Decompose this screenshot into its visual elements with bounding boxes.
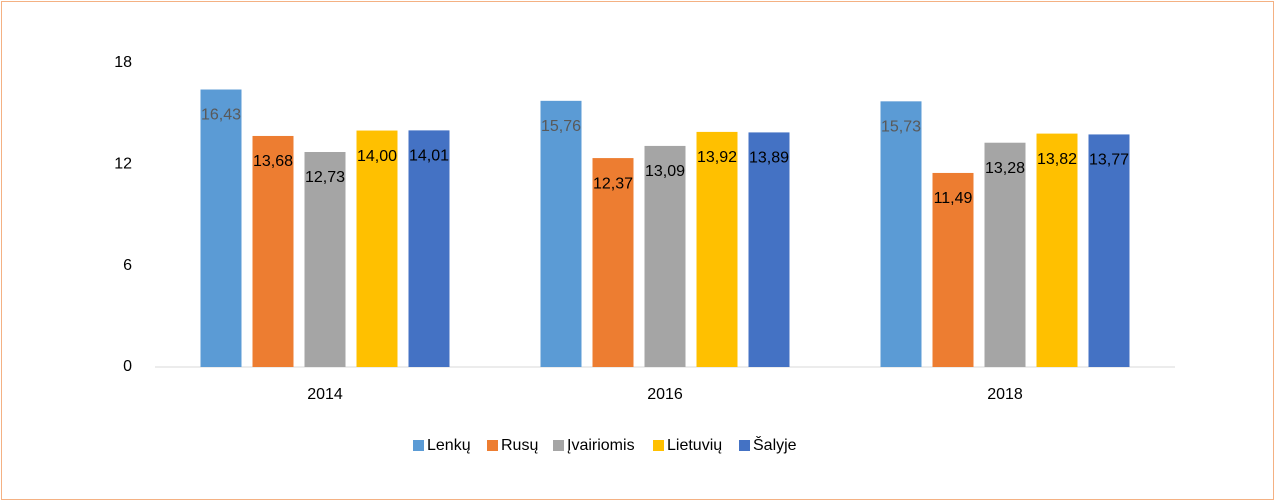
- data-label: 11,49: [934, 190, 973, 207]
- bar: [932, 172, 974, 367]
- y-tick-label: 0: [123, 358, 132, 375]
- legend-label: Lenkų: [427, 437, 471, 454]
- data-label: 15,76: [541, 118, 581, 135]
- legend-swatch: [553, 440, 564, 451]
- legend-swatch: [653, 440, 664, 451]
- y-tick-label: 6: [123, 257, 132, 274]
- bar: [696, 131, 738, 367]
- legend-swatch: [413, 440, 424, 451]
- data-label: 14,00: [357, 148, 397, 165]
- data-label: 16,43: [201, 107, 241, 124]
- legend-label: Rusų: [501, 437, 538, 454]
- legend-swatch: [739, 440, 750, 451]
- bar: [200, 89, 242, 367]
- legend-label: Šalyje: [753, 435, 797, 454]
- legend-swatch: [487, 440, 498, 451]
- data-label: 13,92: [697, 149, 737, 166]
- data-label: 13,09: [645, 163, 685, 180]
- x-tick-label: 2014: [307, 386, 343, 403]
- bar: [408, 130, 450, 367]
- bar: [540, 100, 582, 367]
- y-tick-label: 18: [114, 54, 132, 71]
- bar: [748, 132, 790, 367]
- data-label: 15,73: [881, 119, 921, 136]
- bar: [252, 135, 294, 367]
- bar: [592, 158, 634, 367]
- bar: [984, 142, 1026, 367]
- y-tick-label: 12: [114, 156, 132, 173]
- bar: [644, 145, 686, 367]
- legend-label: Lietuvių: [667, 437, 722, 454]
- data-label: 12,37: [593, 175, 633, 192]
- x-tick-label: 2016: [647, 386, 683, 403]
- data-label: 14,01: [409, 148, 449, 165]
- data-label: 12,73: [305, 169, 345, 186]
- data-label: 13,28: [985, 160, 1025, 177]
- bar: [1088, 134, 1130, 367]
- x-tick-label: 2018: [987, 386, 1023, 403]
- data-label: 13,89: [749, 150, 789, 167]
- bar: [304, 152, 346, 367]
- bar: [880, 101, 922, 368]
- bar: [356, 130, 398, 367]
- data-label: 13,82: [1037, 151, 1077, 168]
- data-label: 13,68: [253, 153, 293, 170]
- bar: [1036, 133, 1078, 367]
- data-label: 13,77: [1089, 152, 1129, 169]
- legend-label: Įvairiomis: [567, 437, 635, 454]
